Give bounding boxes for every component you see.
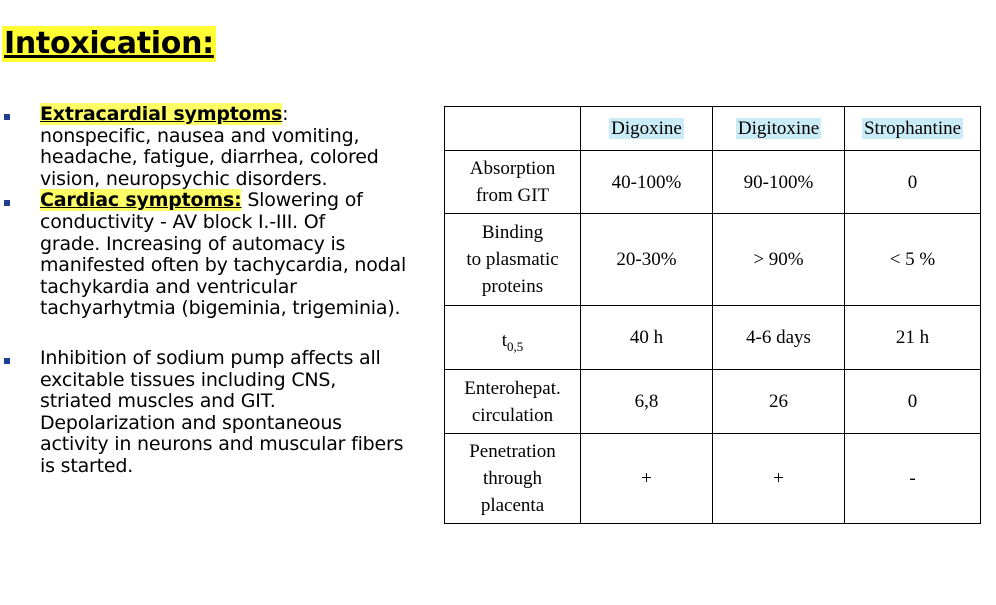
square-bullet-icon — [4, 357, 10, 364]
table-cell: 40 h — [580, 305, 713, 370]
table-row: Enterohepat. circulation 6,8 26 0 — [444, 369, 981, 434]
bullet-list: Extracardial symptoms: nonspecific, naus… — [0, 103, 440, 478]
bullet-cardiac: Cardiac symptoms: Slowering of conductiv… — [0, 189, 440, 320]
bullet-sodium-pump: Inhibition of sodium pump affects all ex… — [0, 346, 440, 478]
bullet-line: Depolarization and spontaneous — [40, 411, 342, 434]
bullet-line: Extracardial symptoms: — [40, 103, 440, 126]
cardiac-heading: Cardiac symptoms: — [40, 189, 242, 212]
column-header: Strophantine — [844, 106, 981, 151]
bullet-line: Cardiac symptoms: Slowering of — [40, 189, 440, 212]
table-header-row: Digoxine Digitoxine Strophantine — [444, 106, 981, 151]
glycoside-comparison-table: Digoxine Digitoxine Strophantine Absorpt… — [444, 106, 981, 524]
bullet-line: Inhibition of sodium pump affects all — [40, 346, 381, 369]
table-cell: + — [580, 433, 713, 524]
table-row: t0,5 40 h 4-6 days 21 h — [444, 305, 981, 370]
extracardial-heading: Extracardial symptoms — [40, 103, 283, 125]
table-cell: 0 — [844, 150, 981, 214]
table-cell: 21 h — [844, 305, 981, 370]
row-label: t0,5 — [444, 305, 581, 370]
cardiac-first-line-text: Slowering of — [241, 189, 363, 212]
bullet-line: tachyarhytmia (bigeminia, trigeminia). — [40, 297, 401, 320]
bullet-line: nonspecific, nausea and vomiting, — [40, 124, 360, 147]
row-label: Absorption from GIT — [444, 150, 581, 214]
bullet-line: is started. — [40, 454, 134, 477]
row-label: Binding to plasmatic proteins — [444, 213, 581, 306]
column-header: Digoxine — [580, 106, 713, 151]
table-cell: 26 — [712, 369, 845, 434]
bullet-line: conductivity - AV block I.-III. Of — [40, 210, 326, 233]
bullet-line: tachykardia and ventricular — [40, 275, 297, 298]
table-cell: > 90% — [712, 213, 845, 306]
bullet-extracardial: Extracardial symptoms: nonspecific, naus… — [0, 103, 440, 190]
row-label: Enterohepat. circulation — [444, 369, 581, 434]
table-cell: 6,8 — [580, 369, 713, 434]
bullet-line: headache, fatigue, diarrhea, colored — [40, 146, 379, 169]
column-header: Digitoxine — [712, 106, 845, 151]
table-cell: - — [844, 433, 981, 524]
bullet-line: vision, neuropsychic disorders. — [40, 167, 328, 190]
half-life-subscript: 0,5 — [507, 338, 524, 354]
table-row: Penetration through placenta + + - — [444, 433, 981, 524]
table-row: Absorption from GIT 40-100% 90-100% 0 — [444, 150, 981, 214]
bullet-line: grade. Increasing of automacy is — [40, 232, 346, 255]
table-cell: 20-30% — [580, 213, 713, 306]
bullet-line: activity in neurons and muscular fibers — [40, 433, 404, 456]
half-life-symbol: t — [501, 330, 508, 352]
heading-suffix: : — [282, 103, 289, 125]
page-title: Intoxication: — [2, 26, 216, 62]
square-bullet-icon — [4, 200, 10, 207]
table-cell: 0 — [844, 369, 981, 434]
row-label: Penetration through placenta — [444, 433, 581, 524]
bullet-line: manifested often by tachycardia, nodal — [40, 254, 407, 277]
table-row: Binding to plasmatic proteins 20-30% > 9… — [444, 213, 981, 306]
square-bullet-icon — [4, 114, 10, 120]
bullet-line: striated muscles and GIT. — [40, 390, 276, 413]
table-cell: 4-6 days — [712, 305, 845, 370]
table-cell: + — [712, 433, 845, 524]
table-corner-cell — [444, 106, 581, 151]
table-cell: 90-100% — [712, 150, 845, 214]
bullet-line: excitable tissues including CNS, — [40, 368, 337, 391]
table-cell: 40-100% — [580, 150, 713, 214]
table-cell: < 5 % — [844, 213, 981, 306]
